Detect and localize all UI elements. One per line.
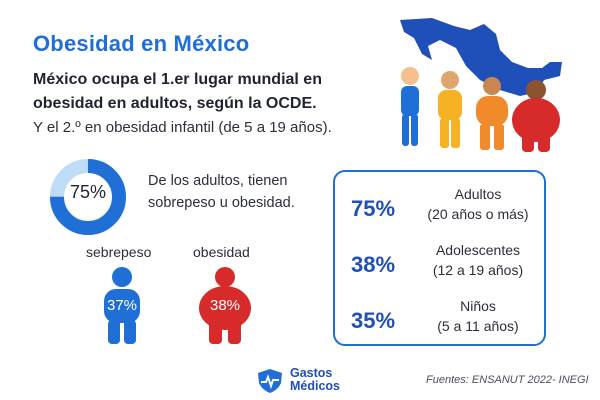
person-blue — [401, 67, 419, 146]
stat-group: Adultos — [454, 186, 502, 202]
person-orange — [476, 77, 508, 150]
brand-line-2: Médicos — [290, 379, 341, 393]
stat-group: Niños — [460, 298, 496, 314]
overweight-percent: 37% — [106, 297, 138, 314]
page-title: Obesidad en México — [33, 31, 250, 56]
person-red — [512, 80, 560, 152]
headline: México ocupa el 1.er lugar mundial en ob… — [33, 71, 322, 112]
overweight-person-icon — [104, 267, 140, 344]
donut-percent: 75% — [69, 182, 107, 202]
donut-chart — [50, 159, 126, 235]
stat-percent: 35% — [351, 308, 396, 333]
stat-row-children: 35% Niños (5 a 11 años) — [335, 296, 544, 346]
stat-age-range: (20 años o más) — [427, 206, 529, 222]
stat-group: Adolescentes — [435, 242, 521, 258]
figure-label-overweight: sebrepeso — [86, 244, 152, 260]
brand-line-1: Gastos — [290, 366, 333, 380]
stat-row-adults: 75% Adultos (20 años o más) — [335, 184, 544, 234]
mexico-map — [400, 18, 562, 96]
stat-percent: 75% — [351, 196, 396, 221]
mexico-map-people-illustration — [400, 18, 562, 152]
stats-box: 75% Adultos (20 años o más) 38% Adolesce… — [333, 170, 546, 346]
stat-percent: 38% — [351, 252, 396, 277]
brand-logo-text: Gastos Médicos — [290, 367, 340, 393]
adults-description: De los adultos, tienen sobrepeso u obesi… — [148, 173, 295, 211]
donut-value-arc — [50, 159, 126, 235]
sources-note: Fuentes: ENSANUT 2022- INEGI — [426, 374, 589, 386]
person-yellow — [438, 71, 462, 148]
figure-label-obesity: obesidad — [193, 244, 250, 260]
stat-row-adolescents: 38% Adolescentes (12 a 19 años) — [335, 240, 544, 290]
shield-heartbeat-icon — [258, 369, 282, 393]
stat-age-range: (12 a 19 años) — [432, 262, 524, 278]
subheadline: Y el 2.º en obesidad infantil (de 5 a 19… — [33, 119, 332, 136]
stat-age-range: (5 a 11 años) — [437, 318, 519, 334]
obesity-percent: 38% — [209, 297, 241, 314]
obese-person-icon — [199, 267, 251, 344]
